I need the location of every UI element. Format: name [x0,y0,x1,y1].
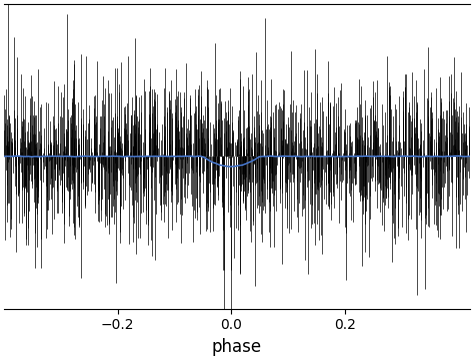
X-axis label: phase: phase [212,338,262,356]
